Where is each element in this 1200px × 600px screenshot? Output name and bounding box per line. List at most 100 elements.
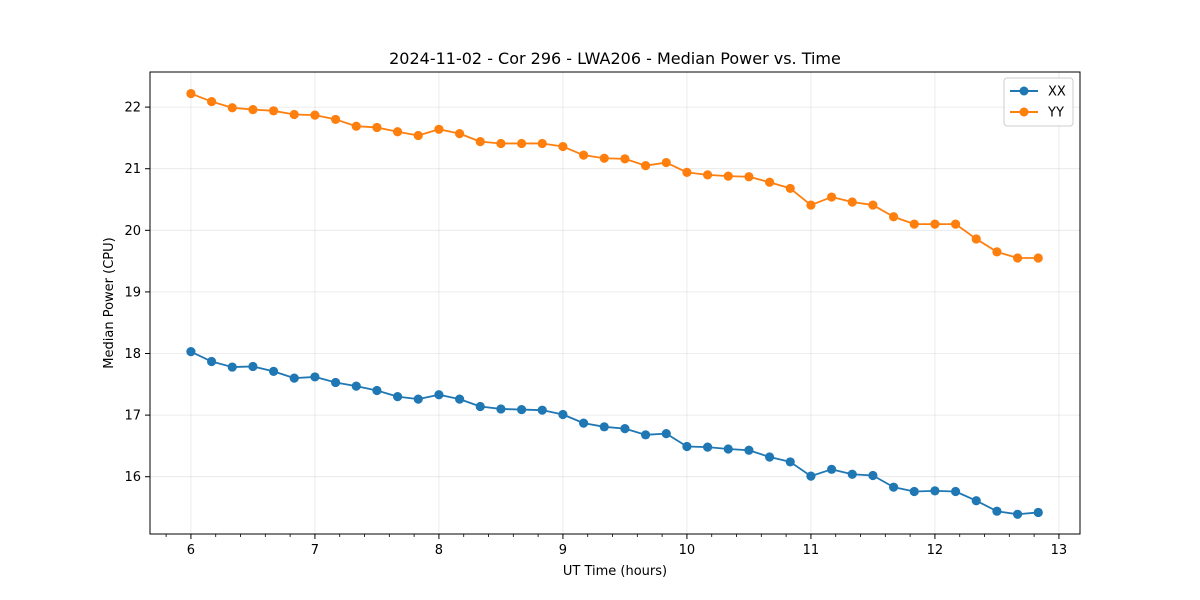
data-point-yy <box>1033 253 1043 263</box>
data-point-xx <box>537 405 547 415</box>
data-point-yy <box>640 161 651 171</box>
data-point-yy <box>372 122 382 133</box>
data-point-yy <box>599 153 609 163</box>
data-point-xx <box>806 471 816 481</box>
data-point-xx <box>310 372 320 382</box>
legend-marker-xx <box>1019 86 1029 96</box>
data-point-xx <box>971 496 981 506</box>
data-point-yy <box>496 138 506 149</box>
x-axis-label: UT Time (hours) <box>563 564 667 579</box>
data-point-xx <box>558 409 568 420</box>
data-point-xx <box>268 366 279 376</box>
data-point-yy <box>475 137 485 147</box>
data-point-xx <box>454 394 465 404</box>
data-point-yy <box>847 197 857 207</box>
data-point-yy <box>826 192 837 202</box>
data-point-xx <box>930 486 940 496</box>
y-tick-label: 16 <box>124 470 141 485</box>
data-point-yy <box>785 183 795 194</box>
data-point-yy <box>992 247 1002 257</box>
data-point-xx <box>351 381 361 391</box>
data-point-xx <box>992 506 1002 516</box>
data-point-yy <box>206 96 217 107</box>
data-point-yy <box>578 150 589 160</box>
y-axis-label: Median Power (CPU) <box>102 237 117 368</box>
data-point-yy <box>744 172 754 182</box>
axes-frame <box>149 71 1081 535</box>
grid <box>150 72 1080 534</box>
data-point-xx <box>909 486 919 497</box>
data-point-yy <box>413 130 423 141</box>
chart-title: 2024-11-02 - Cor 296 - LWA206 - Median P… <box>389 49 841 68</box>
data-point-yy <box>764 177 775 187</box>
x-tick-label: 9 <box>559 543 567 558</box>
data-point-xx <box>578 418 589 428</box>
x-tick-label: 10 <box>679 543 696 558</box>
x-tick-label: 12 <box>927 543 944 558</box>
series-layer <box>186 88 1043 519</box>
data-point-yy <box>227 103 237 113</box>
data-point-xx <box>826 464 837 474</box>
data-point-xx <box>496 404 506 414</box>
data-point-yy <box>516 138 527 149</box>
data-point-xx <box>434 390 444 400</box>
data-point-xx <box>744 445 754 455</box>
data-point-xx <box>682 441 692 452</box>
data-point-yy <box>454 129 465 139</box>
y-tick-label: 22 <box>124 101 141 116</box>
data-point-yy <box>888 212 899 222</box>
y-tick-label: 17 <box>124 409 141 424</box>
data-point-xx <box>1033 507 1043 518</box>
data-point-yy <box>930 219 940 229</box>
legend-label-xx: XX <box>1048 85 1066 100</box>
data-point-xx <box>186 347 196 357</box>
data-point-xx <box>392 392 403 402</box>
data-point-xx <box>764 452 775 462</box>
data-point-yy <box>971 234 981 244</box>
data-point-xx <box>620 424 630 434</box>
data-point-yy <box>702 170 713 180</box>
x-tick-label: 13 <box>1051 543 1068 558</box>
data-point-yy <box>434 124 444 134</box>
data-point-yy <box>537 138 547 149</box>
data-point-yy <box>620 154 630 164</box>
data-point-yy <box>330 114 341 125</box>
legend: XX YY <box>1003 77 1074 127</box>
data-point-xx <box>413 394 423 404</box>
data-point-yy <box>310 110 320 120</box>
data-point-yy <box>392 127 403 137</box>
data-point-xx <box>206 356 217 367</box>
y-tick-label: 21 <box>124 162 141 177</box>
data-point-yy <box>1012 253 1023 263</box>
data-point-xx <box>289 373 299 383</box>
data-point-yy <box>806 200 816 210</box>
data-point-xx <box>516 404 527 415</box>
x-tick-label: 11 <box>803 543 820 558</box>
data-point-xx <box>475 401 485 412</box>
x-tick-label: 7 <box>311 543 319 558</box>
x-tick-label: 6 <box>187 543 195 558</box>
data-point-yy <box>661 157 671 168</box>
x-tick-label: 8 <box>435 543 443 558</box>
ticks: 6 7 8 9 10 11 12 13 16 17 18 19 20 21 22 <box>124 101 1067 558</box>
data-point-yy <box>558 141 568 152</box>
data-point-yy <box>682 167 692 178</box>
data-point-xx <box>868 470 878 481</box>
data-point-yy <box>351 121 361 131</box>
data-point-yy <box>723 171 733 181</box>
data-point-xx <box>723 444 733 454</box>
legend-label-yy: YY <box>1047 106 1064 121</box>
y-tick-label: 20 <box>124 224 141 239</box>
data-point-xx <box>599 422 609 432</box>
data-point-xx <box>847 469 857 479</box>
legend-marker-yy <box>1019 107 1029 117</box>
data-point-xx <box>1012 509 1023 519</box>
data-point-yy <box>950 219 961 229</box>
y-tick-label: 18 <box>124 347 141 362</box>
data-point-yy <box>248 104 258 115</box>
data-point-xx <box>248 361 258 372</box>
data-point-xx <box>950 486 961 497</box>
data-point-yy <box>268 106 279 116</box>
